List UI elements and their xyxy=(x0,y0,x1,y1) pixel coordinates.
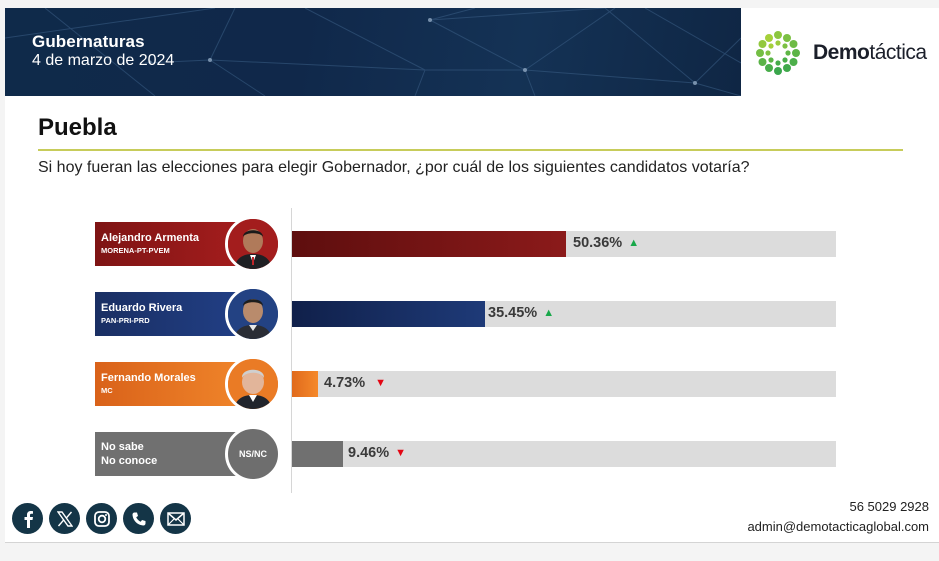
brand-name: Demotáctica xyxy=(813,41,927,65)
header-date: 4 de marzo de 2024 xyxy=(32,52,175,69)
header-title: Gubernaturas xyxy=(32,32,145,51)
nsnc-badge: NS/NC xyxy=(225,426,281,482)
candidate-avatar xyxy=(225,216,281,272)
instagram-icon[interactable] xyxy=(86,503,117,534)
contact-info: 56 5029 2928 admin@demotacticaglobal.com xyxy=(747,497,929,537)
poll-question: Si hoy fueran las elecciones para elegir… xyxy=(38,159,750,176)
candidate-name-2: No conoce xyxy=(101,455,158,467)
brand-logo: Demotáctica xyxy=(741,8,939,96)
bar-track xyxy=(292,371,836,397)
bar-track xyxy=(292,441,836,467)
candidate-label: No sabe No conoce xyxy=(95,432,245,476)
candidate-party: PAN-PRI-PRD xyxy=(101,316,150,325)
bar-fill xyxy=(292,441,343,467)
x-twitter-icon[interactable] xyxy=(49,503,80,534)
header-banner: Gubernaturas 4 de marzo de 2024 xyxy=(5,8,741,96)
social-links xyxy=(12,503,191,534)
candidate-name: No sabe xyxy=(101,441,144,453)
email-icon[interactable] xyxy=(160,503,191,534)
bar-track xyxy=(292,231,836,257)
bar-value: 50.36% ▲ xyxy=(573,235,639,251)
title-divider xyxy=(38,149,903,151)
value-label: 50.36% xyxy=(573,235,623,251)
chart-row-nsnc: No sabe No conoce NS/NC 9.46% ▼ xyxy=(5,420,939,482)
candidate-label: Fernando Morales MC xyxy=(95,362,245,406)
contact-email[interactable]: admin@demotacticaglobal.com xyxy=(747,519,929,534)
candidate-name: Eduardo Rivera xyxy=(101,302,183,314)
trend-down-icon: ▼ xyxy=(375,377,387,389)
candidate-label: Eduardo Rivera PAN-PRI-PRD xyxy=(95,292,245,336)
candidate-party: MC xyxy=(101,386,113,395)
person-photo-icon xyxy=(228,359,278,409)
candidate-label: Alejandro Armenta MORENA-PT-PVEM xyxy=(95,222,245,266)
candidate-name: Fernando Morales xyxy=(101,372,196,384)
state-title: Puebla xyxy=(38,114,117,141)
phone-icon[interactable] xyxy=(123,503,154,534)
candidate-avatar xyxy=(225,286,281,342)
bar-fill xyxy=(292,231,566,257)
person-photo-icon xyxy=(228,289,278,339)
value-label: 35.45% xyxy=(488,305,538,321)
demotactica-logo-icon xyxy=(756,31,800,75)
person-photo-icon xyxy=(228,219,278,269)
network-background-icon xyxy=(5,8,741,96)
bar-fill xyxy=(292,301,485,327)
chart-row-rivera: Eduardo Rivera PAN-PRI-PRD 35.45% ▲ xyxy=(5,280,939,342)
value-label: 4.73% xyxy=(324,375,366,391)
facebook-icon[interactable] xyxy=(12,503,43,534)
trend-down-icon: ▼ xyxy=(395,447,407,459)
trend-up-icon: ▲ xyxy=(628,237,640,249)
chart-row-morales: Fernando Morales MC 4.73% ▼ xyxy=(5,350,939,412)
chart-axis-line xyxy=(291,208,292,493)
nsnc-badge-text: NS/NC xyxy=(238,449,267,459)
bar-value: 35.45% ▲ xyxy=(488,305,554,321)
bar-value: 4.73% ▼ xyxy=(324,375,386,391)
bar-fill xyxy=(292,371,318,397)
poll-card: Gubernaturas 4 de marzo de 2024 xyxy=(5,8,939,543)
value-label: 9.46% xyxy=(348,445,390,461)
brand-name-light: táctica xyxy=(869,41,927,64)
contact-phone: 56 5029 2928 xyxy=(849,499,929,514)
brand-name-bold: Demo xyxy=(813,41,870,64)
candidate-party: MORENA-PT-PVEM xyxy=(101,246,170,255)
bar-track xyxy=(292,301,836,327)
bar-value: 9.46% ▼ xyxy=(348,445,406,461)
trend-up-icon: ▲ xyxy=(543,307,555,319)
candidate-avatar xyxy=(225,356,281,412)
candidate-name: Alejandro Armenta xyxy=(101,232,200,244)
chart-row-armenta: Alejandro Armenta MORENA-PT-PVEM 50.36% ▲ xyxy=(5,210,939,272)
